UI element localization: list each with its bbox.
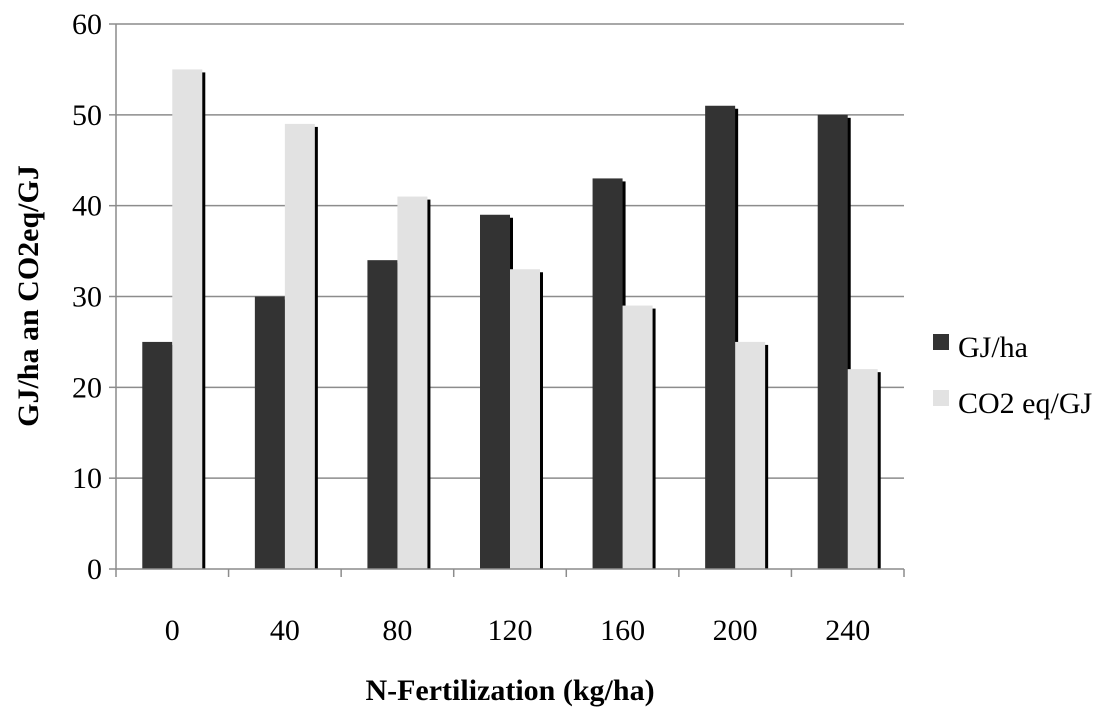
legend-label: CO2 eq/GJ <box>958 387 1092 420</box>
bar <box>254 296 285 569</box>
x-tick-label: 160 <box>600 614 645 647</box>
legend-swatch <box>933 390 949 406</box>
bar <box>817 114 848 569</box>
y-tick-label: 30 <box>72 281 102 314</box>
y-tick-label: 60 <box>72 8 102 41</box>
y-tick-labels: 0 10 20 30 40 50 60 <box>72 8 102 586</box>
x-axis-title: N-Fertilization (kg/ha) <box>365 674 654 707</box>
bar <box>480 214 510 569</box>
bar <box>284 123 315 570</box>
x-tick-label: 200 <box>713 614 758 647</box>
x-tick-label: 0 <box>165 614 180 647</box>
x-tick-label: 240 <box>825 614 870 647</box>
bar <box>172 69 203 570</box>
bar <box>705 105 736 569</box>
x-tick-label: 80 <box>382 614 412 647</box>
bars <box>142 69 881 570</box>
legend-swatch <box>933 334 949 350</box>
bar <box>142 341 173 569</box>
y-tick-label: 20 <box>72 371 102 404</box>
x-tick-labels: 0 40 80 120 160 200 240 <box>165 614 870 647</box>
axes <box>115 24 905 577</box>
legend: GJ/ha CO2 eq/GJ <box>933 331 1092 420</box>
y-tick-label: 50 <box>72 99 102 132</box>
y-tick-label: 40 <box>72 190 102 223</box>
bar <box>367 260 398 569</box>
bar <box>510 269 540 569</box>
bar <box>847 369 878 569</box>
y-tick-label: 10 <box>72 462 102 495</box>
bar <box>622 305 653 569</box>
bar <box>735 341 766 569</box>
legend-label: GJ/ha <box>958 331 1028 364</box>
bar <box>592 178 623 569</box>
x-tick-label: 40 <box>270 614 300 647</box>
y-tick-label: 0 <box>87 553 102 586</box>
x-tick-label: 120 <box>488 614 533 647</box>
bar <box>397 196 428 570</box>
y-axis-title: GJ/ha an CO2eq/GJ <box>12 165 45 427</box>
